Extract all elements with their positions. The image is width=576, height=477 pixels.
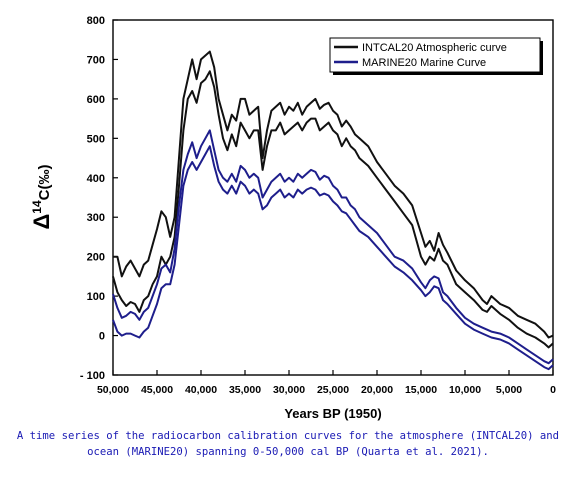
series-lines — [112, 50, 554, 371]
y-tick-label: 100 — [87, 291, 105, 303]
marine20-upper-line — [112, 129, 554, 365]
legend-box — [329, 37, 541, 73]
legend: INTCAL20 Atmospheric curve MARINE20 Mari… — [329, 37, 543, 75]
x-tick-label: 15,000 — [405, 384, 437, 396]
x-tick-label: 20,000 — [361, 384, 393, 396]
marine20-lower-line — [112, 145, 554, 371]
legend-label-intcal20: INTCAL20 Atmospheric curve — [362, 42, 507, 54]
y-axis-label-superscript: 14 — [30, 200, 44, 214]
y-axis-label-suffix: C(‰) — [36, 165, 53, 201]
intcal20-upper-line — [113, 50, 554, 339]
x-tick-label: 40,000 — [185, 384, 217, 396]
radiocarbon-chart: 50,000 45,000 40,000 35,000 30,000 25,000 20,0… — [29, 15, 556, 421]
x-tick-label: 5,000 — [496, 384, 522, 396]
y-tick-label: 0 — [99, 331, 105, 343]
x-tick-label: 50,000 — [97, 384, 129, 396]
axis-tick-labels: 50,000 45,000 40,000 35,000 30,000 25,000 20,0… — [80, 15, 556, 396]
caption-line-1: A time series of the radiocarbon calibra… — [16, 430, 560, 442]
caption-line-2: ocean (MARINE20) spanning 0-50,000 cal B… — [87, 446, 489, 458]
intcal20-lower-line — [112, 70, 554, 349]
x-tick-label: 35,000 — [229, 384, 261, 396]
y-tick-label: 600 — [87, 94, 105, 106]
y-tick-label: 500 — [87, 133, 105, 145]
y-tick-label: - 100 — [80, 370, 105, 382]
y-tick-label: 800 — [87, 15, 105, 27]
x-axis-label: Years BP (1950) — [284, 406, 381, 421]
x-tick-label: 25,000 — [317, 384, 349, 396]
y-tick-label: 700 — [87, 54, 105, 66]
axis-ticks — [112, 19, 554, 376]
x-tick-label: 45,000 — [141, 384, 173, 396]
figure-caption: A time series of the radiocarbon calibra… — [0, 428, 576, 460]
x-tick-label: 0 — [550, 384, 556, 396]
x-tick-label: 30,000 — [273, 384, 305, 396]
y-tick-label: 200 — [87, 252, 105, 264]
y-axis-label-prefix: Δ — [29, 214, 54, 230]
y-tick-label: 400 — [87, 173, 105, 185]
y-tick-label: 300 — [87, 212, 105, 224]
y-axis-label: Δ14C(‰) — [29, 165, 54, 230]
x-tick-label: 10,000 — [449, 384, 481, 396]
legend-label-marine20: MARINE20 Marine Curve — [362, 57, 486, 69]
